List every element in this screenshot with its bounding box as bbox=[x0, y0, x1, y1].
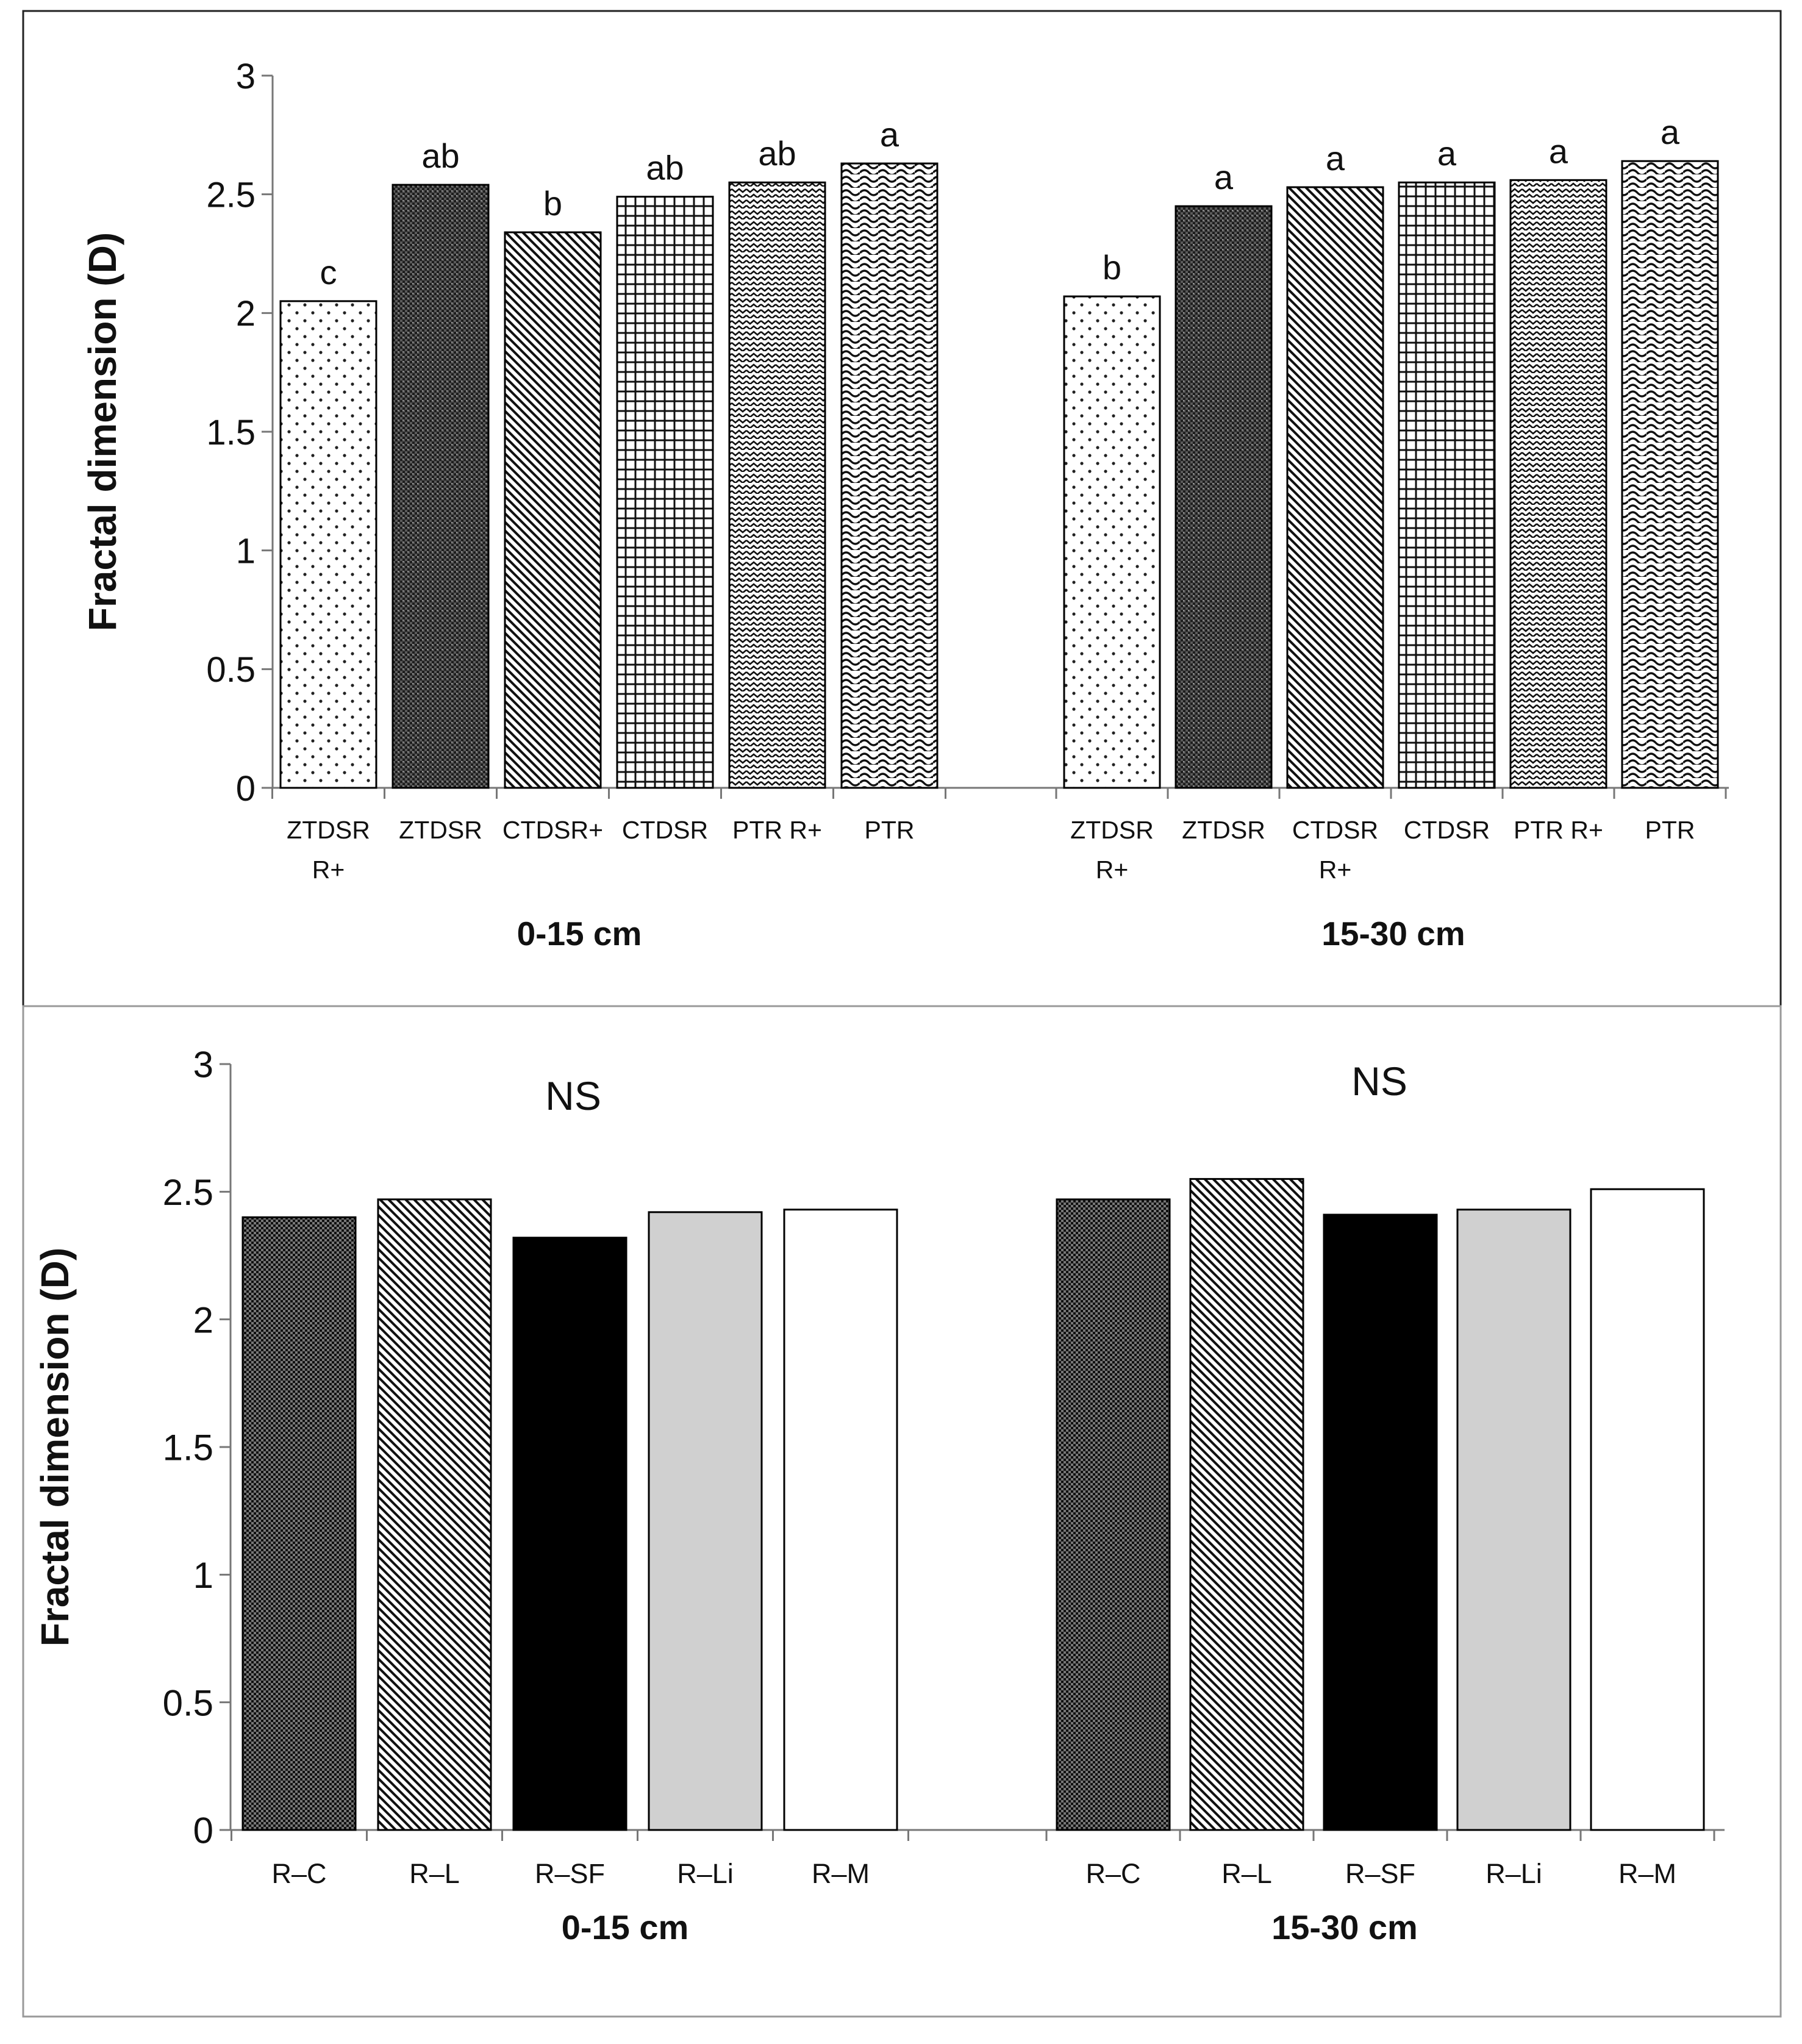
bar bbox=[512, 1237, 627, 1831]
bar bbox=[1590, 1188, 1705, 1831]
y-tick-label: 1 bbox=[236, 532, 256, 571]
y-tick-label: 0 bbox=[236, 769, 256, 809]
x-category-label: R–L bbox=[409, 1858, 460, 1889]
x-category-label: R–SF bbox=[1345, 1858, 1415, 1889]
bar-significance-label: a bbox=[1549, 132, 1568, 170]
x-category-label: R–M bbox=[1618, 1858, 1676, 1889]
bar-significance-label: ab bbox=[421, 137, 459, 175]
x-category-label: R–M bbox=[812, 1858, 870, 1889]
x-category-label: CTDSR bbox=[1292, 816, 1378, 844]
bar-significance-label: a bbox=[1661, 113, 1680, 151]
y-tick-label: 2 bbox=[193, 1299, 213, 1340]
bar bbox=[377, 1198, 492, 1831]
bar bbox=[1286, 186, 1384, 789]
bar bbox=[279, 300, 377, 789]
y-tick-label: 3 bbox=[193, 1045, 213, 1085]
x-category-label: R+ bbox=[1319, 856, 1352, 884]
bar bbox=[504, 231, 602, 789]
y-tick-label: 2 bbox=[236, 294, 256, 334]
bar-significance-label: b bbox=[1103, 248, 1121, 287]
panel-bottom-frame bbox=[22, 1005, 1782, 2018]
bar bbox=[241, 1216, 357, 1831]
group-label: 15-30 cm bbox=[1321, 915, 1465, 952]
chart-top: 0 0.5 1 1.5 2 2.5 3 Fractal dimension (D) c ZTDSR… bbox=[80, 57, 1729, 952]
bar bbox=[1398, 181, 1496, 789]
x-category-label: ZTDSR bbox=[287, 816, 370, 844]
y-tick-label: 1 bbox=[193, 1555, 213, 1596]
bar bbox=[1621, 160, 1719, 789]
bar-significance-label: a bbox=[880, 115, 899, 154]
x-category-label: PTR R+ bbox=[1514, 816, 1603, 844]
group-label: 0-15 cm bbox=[562, 1908, 689, 1946]
x-category-label: ZTDSR bbox=[1182, 816, 1265, 844]
ns-annotation: NS bbox=[545, 1073, 601, 1118]
x-category-label: R–C bbox=[1085, 1858, 1140, 1889]
x-category-label: PTR bbox=[1645, 816, 1695, 844]
group-label: 0-15 cm bbox=[517, 915, 642, 952]
bar bbox=[1063, 295, 1161, 789]
x-category-label: PTR bbox=[865, 816, 915, 844]
bar-significance-label: ab bbox=[758, 134, 796, 173]
y-axis-label: Fractal dimension (D) bbox=[33, 1248, 77, 1646]
x-category-label: R–C bbox=[271, 1858, 326, 1889]
y-tick-label: 0.5 bbox=[163, 1682, 213, 1723]
bar-significance-label: c bbox=[320, 253, 337, 291]
y-tick-label: 1.5 bbox=[163, 1428, 213, 1468]
x-category-label: R–SF bbox=[535, 1858, 605, 1889]
bar bbox=[1056, 1198, 1171, 1831]
y-tick-label: 0.5 bbox=[206, 650, 256, 690]
x-category-label: PTR R+ bbox=[732, 816, 822, 844]
y-axis-label: Fractal dimension (D) bbox=[80, 232, 124, 631]
x-category-label: CTDSR bbox=[1404, 816, 1490, 844]
x-category-label: R–Li bbox=[1486, 1858, 1542, 1889]
y-tick-label: 3 bbox=[236, 57, 256, 96]
x-category-label: CTDSR bbox=[622, 816, 708, 844]
x-category-label: CTDSR+ bbox=[502, 816, 603, 844]
x-category-label: ZTDSR bbox=[399, 816, 482, 844]
bar bbox=[1323, 1213, 1438, 1831]
bar bbox=[392, 184, 490, 789]
group-label: 15-30 cm bbox=[1271, 1908, 1418, 1946]
bar bbox=[1509, 179, 1607, 789]
ns-annotation: NS bbox=[1351, 1059, 1407, 1104]
bar bbox=[648, 1211, 763, 1831]
y-tick-label: 0 bbox=[193, 1810, 213, 1851]
y-tick-label: 2.5 bbox=[206, 176, 256, 215]
bar-significance-label: a bbox=[1437, 134, 1457, 173]
bar bbox=[728, 181, 826, 789]
bar bbox=[616, 196, 714, 789]
x-category-label: R–L bbox=[1221, 1858, 1272, 1889]
y-tick-label: 2.5 bbox=[163, 1172, 213, 1213]
bar bbox=[1189, 1177, 1304, 1831]
bar-significance-label: a bbox=[1326, 139, 1345, 177]
chart-bottom: 0 0.5 1 1.5 2 2.5 3 Fractal dimension (D) R–C R–L… bbox=[33, 1045, 1725, 1946]
bar-significance-label: b bbox=[543, 184, 562, 223]
bar bbox=[1175, 205, 1273, 789]
x-category-label: ZTDSR bbox=[1070, 816, 1154, 844]
x-category-label: R+ bbox=[312, 856, 345, 884]
bar-significance-label: ab bbox=[646, 149, 684, 187]
x-category-label: R+ bbox=[1096, 856, 1129, 884]
x-category-label: R–Li bbox=[677, 1858, 734, 1889]
bar bbox=[783, 1209, 898, 1831]
y-tick-label: 1.5 bbox=[206, 413, 256, 452]
bar bbox=[1456, 1209, 1571, 1831]
bar-significance-label: a bbox=[1214, 158, 1234, 196]
bar bbox=[840, 162, 939, 789]
